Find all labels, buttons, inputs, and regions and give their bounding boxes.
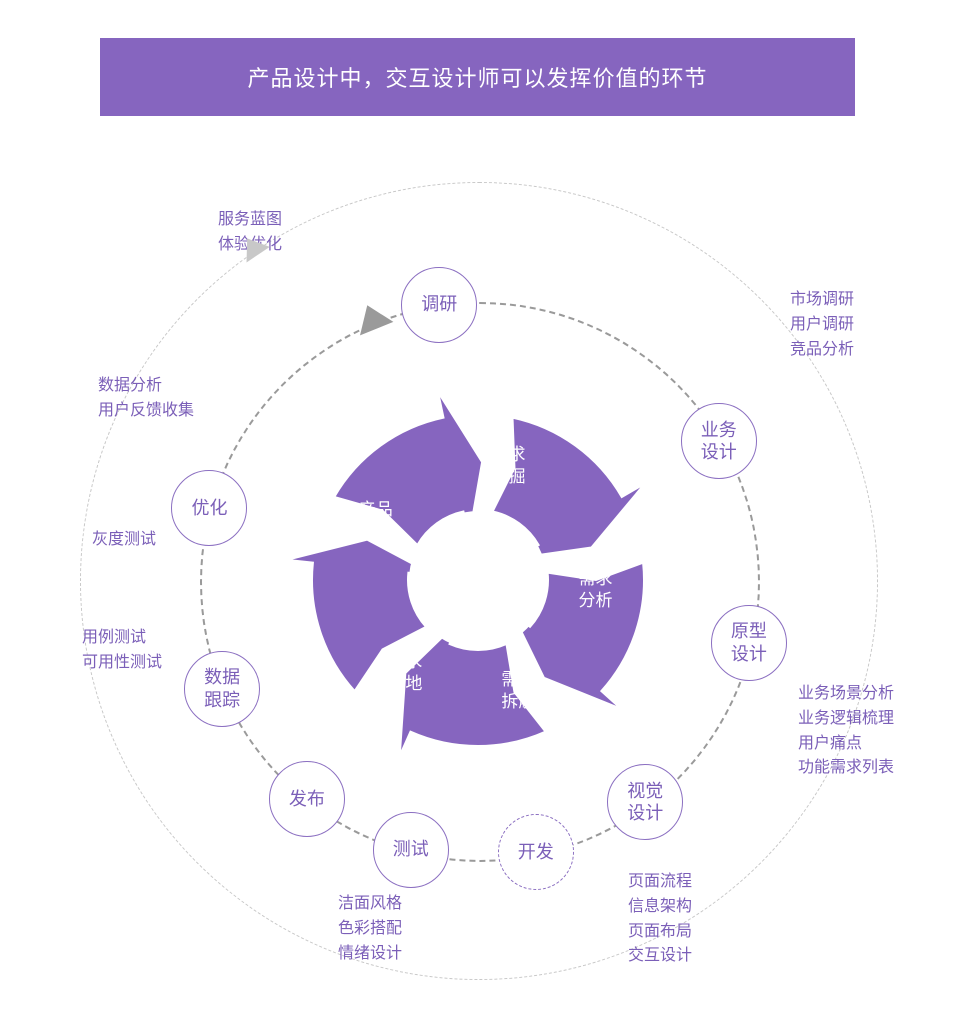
stage-prototype: 原型设计: [711, 605, 787, 681]
annotation-tracking: 数据分析 用户反馈收集: [98, 374, 194, 424]
stage-label: 业务设计: [701, 419, 737, 464]
cycle-diagram: 产品迭代 需求挖掘需求分析需求拆解 需求落地 调研业务设计原型设计视觉设计开发 测试 发…: [0, 0, 955, 1024]
inner-breakdown: 需求拆解: [488, 669, 548, 713]
annotation-research: 市场调研 用户调研 竞品分析: [790, 288, 854, 362]
stage-label: 原型设计: [731, 620, 767, 665]
cycle-center-hole: [409, 511, 547, 649]
annotation-prototype: 页面流程 信息架构 页面布局 交互设计: [628, 870, 692, 969]
stage-label: 发布: [289, 788, 325, 811]
inner-iterate: 产品迭代: [346, 499, 406, 543]
annotation-test: 用例测试 可用性测试: [82, 626, 162, 676]
stage-optimize: 优化: [171, 470, 247, 546]
stage-tracking: 数据跟踪: [184, 651, 260, 727]
inner-analyze: 需求分析: [566, 568, 626, 612]
stage-label: 数据跟踪: [204, 666, 240, 711]
stage-release: 发布: [269, 761, 345, 837]
stage-label: 优化: [191, 497, 227, 520]
stage-research: 调研: [401, 267, 477, 343]
inner-mine: 需求挖掘: [479, 444, 539, 488]
stage-label: 测试: [393, 838, 429, 861]
inner-land: 需求落地: [375, 651, 435, 695]
stage-label: 视觉设计: [627, 780, 663, 825]
stage-label: 开发: [518, 841, 554, 864]
stage-develop: 开发: [498, 814, 574, 890]
stage-label: 调研: [421, 293, 457, 316]
stage-bizdesign: 业务设计: [681, 403, 757, 479]
annotation-bizdesign: 业务场景分析 业务逻辑梳理 用户痛点 功能需求列表: [798, 682, 894, 781]
annotation-visual: 洁面风格 色彩搭配 情绪设计: [338, 892, 402, 966]
stage-test: 测试: [373, 812, 449, 888]
annotation-release: 灰度测试: [92, 528, 156, 553]
stage-visual: 视觉设计: [607, 764, 683, 840]
